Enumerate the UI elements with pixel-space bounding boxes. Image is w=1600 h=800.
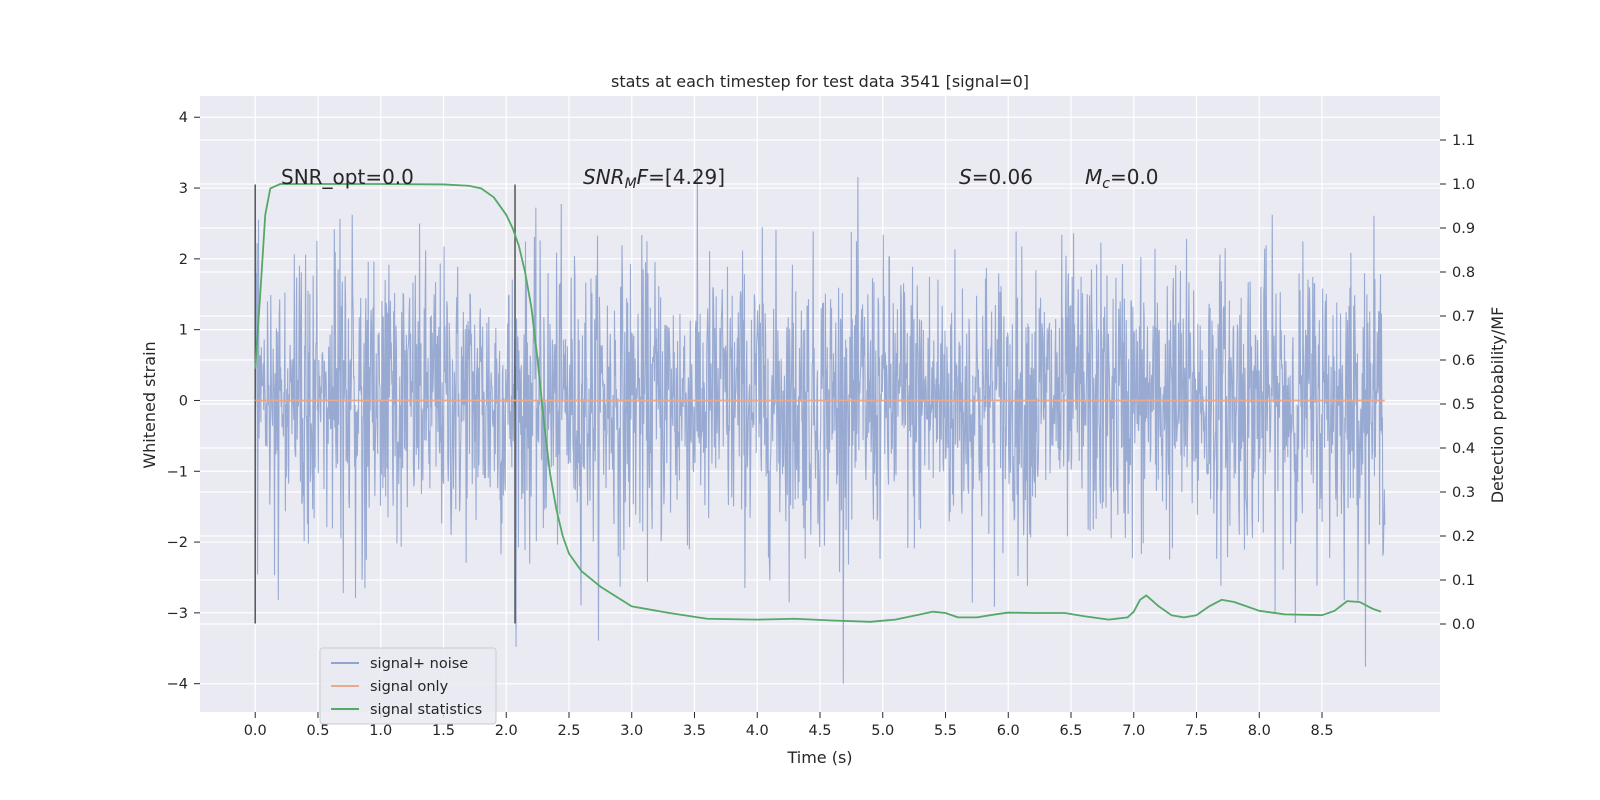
y-right-tick-label: 0.2: [1452, 529, 1475, 545]
x-tick-label: 4.0: [746, 723, 769, 739]
y-left-tick-label: 0: [179, 393, 188, 409]
x-tick-label: 3.0: [620, 723, 643, 739]
annotation-s: S=0.06: [959, 165, 1033, 189]
annotation-mc-sub: c: [1102, 176, 1110, 192]
x-tick-label: 0.5: [306, 723, 329, 739]
x-tick-label: 1.5: [432, 723, 455, 739]
legend-box: [319, 647, 497, 725]
x-tick-label: 6.0: [997, 723, 1020, 739]
annotation-mc: Mc=0.0: [1085, 165, 1159, 192]
y-right-tick-label: 0.1: [1452, 573, 1475, 589]
y-right-tick-label: 0.6: [1452, 353, 1475, 369]
y-right-tick-label: 0.0: [1452, 617, 1475, 633]
x-tick-label: 7.5: [1185, 723, 1208, 739]
chart-title: stats at each timestep for test data 354…: [611, 72, 1029, 91]
x-tick-label: 5.0: [871, 723, 894, 739]
y-left-tick-label: 3: [179, 181, 188, 197]
y-left-tick-label: 2: [179, 252, 188, 268]
y-right-tick-label: 0.9: [1452, 221, 1475, 237]
y-right-tick-label: 0.8: [1452, 265, 1475, 281]
annotation-mc-rest: =0.0: [1110, 165, 1159, 189]
y-left-tick-label: −3: [167, 606, 188, 622]
x-tick-label: 6.5: [1059, 723, 1082, 739]
annotation-s-main: S: [959, 165, 972, 189]
y-left-tick-label: −2: [167, 535, 188, 551]
annotation-snr-opt: SNR_opt=0.0: [281, 165, 414, 189]
legend-label-signal-only: signal only: [370, 679, 449, 695]
x-tick-label: 0.0: [244, 723, 267, 739]
annotation-s-rest: =0.06: [972, 165, 1033, 189]
x-tick-label: 3.5: [683, 723, 706, 739]
x-tick-label: 2.5: [557, 723, 580, 739]
annotation-snr-mf-rest: =[4.29]: [648, 165, 725, 189]
y-right-tick-label: 1.1: [1452, 133, 1475, 149]
y-axis-right-label: Detection probability/MF: [1488, 307, 1507, 504]
y-left-tick-label: −4: [167, 677, 188, 693]
y-right-tick-label: 0.3: [1452, 485, 1475, 501]
annotation-snr-mf-main: SNR: [583, 165, 625, 189]
annotation-snr-mf-rest-f: F: [637, 165, 649, 189]
y-left-tick-label: −1: [167, 464, 188, 480]
y-right-tick-label: 0.7: [1452, 309, 1475, 325]
x-tick-label: 2.0: [495, 723, 518, 739]
annotation-snr-mf-sub: M: [625, 176, 637, 192]
y-left-tick-label: 4: [179, 110, 188, 126]
x-tick-label: 1.0: [369, 723, 392, 739]
annotation-mc-main: M: [1085, 165, 1102, 189]
ticks: 0.0 0.5 1.0 1.5 2.0 2.5 3.0 3.5 4.0 4.5 5.0 5.5 6.0 6…: [167, 110, 1475, 739]
y-left-tick-label: 1: [179, 323, 188, 339]
legend-label-signal-statistics: signal statistics: [370, 702, 482, 718]
x-axis-label: Time (s): [786, 748, 852, 767]
series-signal-noise: [254, 168, 1386, 684]
annotation-snr-mf: SNRMF=[4.29]: [583, 165, 725, 192]
x-tick-label: 4.5: [808, 723, 831, 739]
x-tick-label: 8.5: [1310, 723, 1333, 739]
signal-statistics-line: [254, 183, 1382, 623]
x-tick-label: 7.0: [1122, 723, 1145, 739]
y-axis-left-label: Whitened strain: [140, 341, 159, 468]
legend-label-signal-noise: signal+ noise: [370, 656, 468, 672]
vertical-markers: [254, 184, 516, 624]
legend: signal+ noise signal only signal statist…: [319, 647, 497, 725]
y-right-tick-label: 1.0: [1452, 177, 1475, 193]
x-tick-label: 5.5: [934, 723, 957, 739]
series-signal-statistics: [254, 183, 1382, 623]
y-right-tick-label: 0.4: [1452, 441, 1475, 457]
signal-noise-line: [254, 168, 1386, 684]
y-right-tick-label: 0.5: [1452, 397, 1475, 413]
x-tick-label: 8.0: [1248, 723, 1271, 739]
